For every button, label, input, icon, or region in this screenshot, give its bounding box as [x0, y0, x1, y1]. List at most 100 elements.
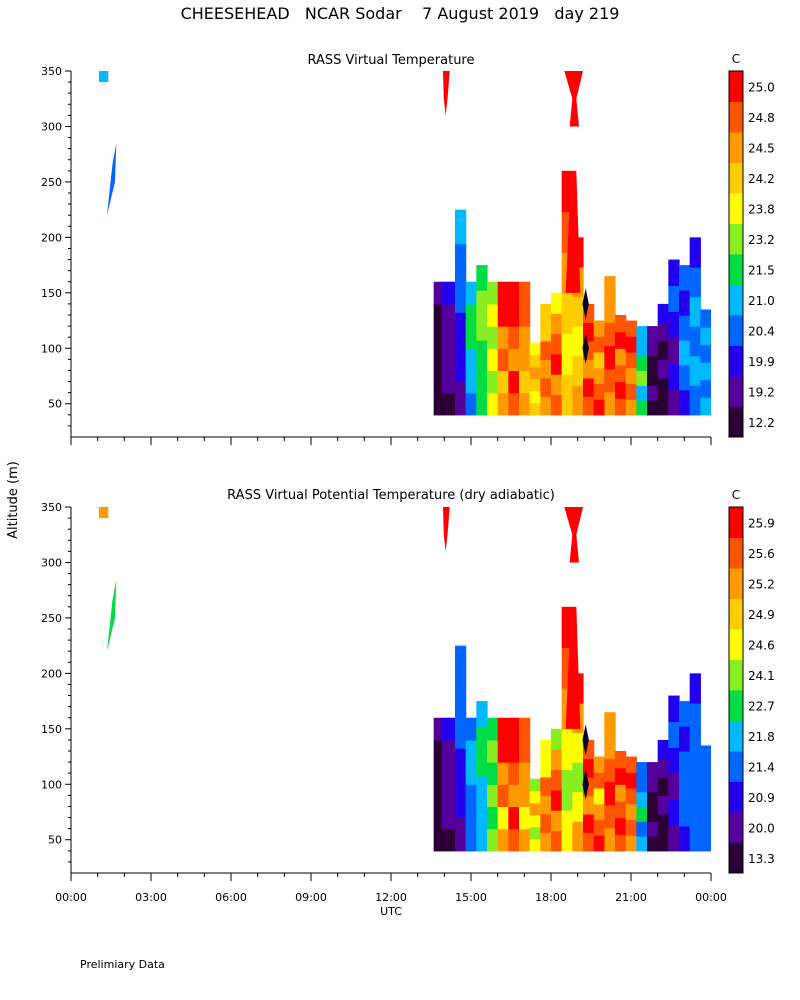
- data-cell: [551, 292, 563, 314]
- data-cell: [529, 342, 541, 356]
- colorbar-segment: [729, 690, 743, 721]
- data-cell: [508, 348, 520, 372]
- data-cell: [679, 726, 691, 752]
- colorbar-label: 21.8: [748, 730, 775, 744]
- data-cell: [529, 366, 541, 380]
- data-cell: [441, 303, 456, 327]
- data-cell: [636, 806, 648, 822]
- data-cell: [497, 370, 509, 394]
- data-cell: [508, 370, 520, 394]
- data-cell: [593, 351, 605, 369]
- data-cell: [636, 821, 648, 837]
- colorbar-segment: [729, 842, 743, 874]
- data-cell: [625, 320, 637, 337]
- data-cell: [476, 315, 488, 341]
- data-cell: [441, 348, 456, 372]
- data-cell: [551, 394, 563, 416]
- data-cell: [647, 400, 659, 416]
- data-cell: [551, 728, 563, 750]
- data-cell: [551, 333, 563, 355]
- data-cell: [647, 762, 659, 778]
- data-cell: [476, 775, 488, 802]
- data-cell: [689, 762, 701, 793]
- data-cell: [657, 832, 669, 852]
- y-tick-label: 150: [41, 287, 62, 300]
- y-tick-label: 50: [48, 398, 62, 411]
- data-cell: [636, 355, 648, 372]
- data-cell: [433, 717, 443, 741]
- data-cell: [561, 728, 573, 771]
- data-cell: [700, 344, 711, 363]
- data-field: [99, 71, 711, 416]
- data-cell: [636, 326, 648, 342]
- data-cell: [465, 717, 477, 741]
- data-cell: [441, 739, 456, 763]
- colorbar-label: 25.2: [748, 577, 775, 591]
- data-cell: [647, 821, 659, 837]
- data-cell: [519, 348, 531, 372]
- data-cell: [540, 359, 552, 379]
- colorbar-segment: [729, 507, 743, 538]
- data-cell: [604, 758, 616, 783]
- data-cell: [551, 749, 563, 771]
- data-cell: [565, 170, 581, 293]
- data-cell: [647, 776, 659, 793]
- colorbar-units: C: [732, 488, 740, 502]
- data-cell: [657, 795, 669, 815]
- colorbar-label: 24.1: [748, 669, 775, 683]
- data-cell: [508, 828, 520, 852]
- x-tick-label: 18:00: [535, 891, 567, 904]
- data-cell: [465, 739, 477, 763]
- data-cell: [657, 813, 669, 833]
- colorbar-label: 24.2: [748, 172, 775, 186]
- data-cell: [679, 315, 691, 341]
- data-cell: [564, 507, 583, 563]
- data-cell: [476, 265, 488, 291]
- data-cell: [615, 817, 627, 835]
- data-cell: [636, 776, 648, 793]
- colorbar-segment: [729, 376, 743, 407]
- data-cell: [679, 825, 691, 852]
- data-cell: [700, 763, 711, 782]
- colorbar-label: 21.4: [748, 760, 775, 774]
- colorbar-label: 23.8: [748, 202, 775, 216]
- data-cell: [433, 806, 443, 830]
- data-cell: [497, 784, 509, 808]
- colorbar-segment: [729, 781, 743, 813]
- data-cell: [689, 326, 701, 357]
- data-cell: [604, 712, 616, 736]
- data-cell: [582, 288, 589, 320]
- data-cell: [615, 398, 627, 416]
- data-cell: [583, 396, 595, 416]
- data-cell: [476, 389, 488, 416]
- panel-2: RASS Virtual Potential Temperature (dry …: [41, 488, 775, 904]
- data-cell: [551, 374, 563, 396]
- data-cell: [519, 717, 531, 741]
- data-cell: [657, 776, 669, 796]
- data-cell: [508, 784, 520, 808]
- data-cell: [679, 800, 691, 827]
- data-cell: [615, 348, 627, 366]
- data-cell: [99, 507, 109, 519]
- data-cell: [497, 739, 509, 763]
- data-cell: [615, 767, 627, 785]
- data-cell: [679, 265, 691, 291]
- data-cell: [583, 776, 595, 796]
- colorbar-label: 22.7: [748, 699, 775, 713]
- data-cell: [487, 806, 499, 830]
- data-cell: [529, 778, 541, 792]
- colorbar-label: 19.2: [748, 385, 775, 399]
- data-cell: [668, 337, 680, 364]
- data-cell: [487, 392, 499, 416]
- data-cell: [583, 359, 595, 379]
- colorbar-frame: [728, 506, 744, 874]
- data-cell: [465, 348, 477, 372]
- data-cell: [636, 791, 648, 808]
- x-tick-label: 15:00: [455, 891, 487, 904]
- data-cell: [497, 303, 509, 327]
- data-cell: [497, 828, 509, 852]
- data-cell: [540, 340, 552, 360]
- data-cell: [551, 769, 563, 791]
- data-cell: [433, 348, 443, 372]
- data-cell: [519, 762, 531, 785]
